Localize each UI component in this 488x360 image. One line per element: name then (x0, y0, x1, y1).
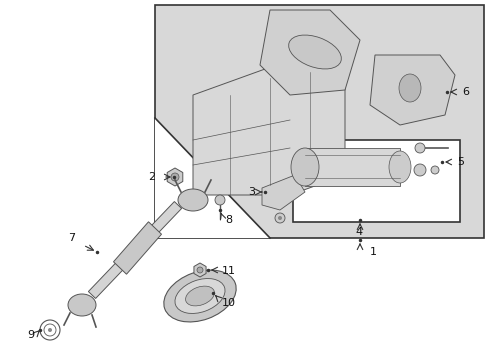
Text: 1: 1 (369, 247, 376, 257)
Polygon shape (194, 263, 205, 277)
Polygon shape (167, 168, 183, 186)
Circle shape (40, 320, 60, 340)
Text: 10: 10 (222, 298, 236, 308)
Text: 5: 5 (456, 157, 463, 167)
Text: 6: 6 (461, 87, 468, 97)
Bar (305, 148, 399, 186)
Circle shape (413, 164, 425, 176)
Circle shape (414, 143, 424, 153)
Polygon shape (113, 222, 161, 274)
Circle shape (171, 173, 179, 181)
Ellipse shape (290, 148, 318, 186)
Text: 3: 3 (247, 187, 254, 197)
Polygon shape (369, 55, 454, 125)
Ellipse shape (288, 35, 341, 69)
Circle shape (430, 166, 438, 174)
Text: 8: 8 (224, 215, 232, 225)
Circle shape (274, 213, 285, 223)
Polygon shape (260, 10, 359, 95)
Ellipse shape (68, 294, 96, 316)
Ellipse shape (388, 151, 410, 183)
Circle shape (44, 324, 56, 336)
Polygon shape (193, 60, 345, 195)
Ellipse shape (163, 270, 236, 322)
Polygon shape (262, 175, 305, 210)
Ellipse shape (175, 279, 224, 314)
Bar (292, 140, 459, 222)
Circle shape (48, 328, 52, 332)
Circle shape (197, 267, 203, 273)
Text: 11: 11 (222, 266, 236, 276)
Ellipse shape (398, 74, 420, 102)
Text: 9: 9 (27, 330, 34, 340)
Polygon shape (88, 202, 181, 298)
Text: 2: 2 (148, 172, 155, 182)
Bar (155, 5, 483, 238)
Circle shape (278, 216, 282, 220)
Text: 7: 7 (68, 233, 75, 243)
Circle shape (215, 195, 224, 205)
Ellipse shape (178, 189, 207, 211)
Text: 4: 4 (354, 227, 362, 237)
Ellipse shape (185, 286, 214, 306)
Polygon shape (155, 118, 269, 238)
